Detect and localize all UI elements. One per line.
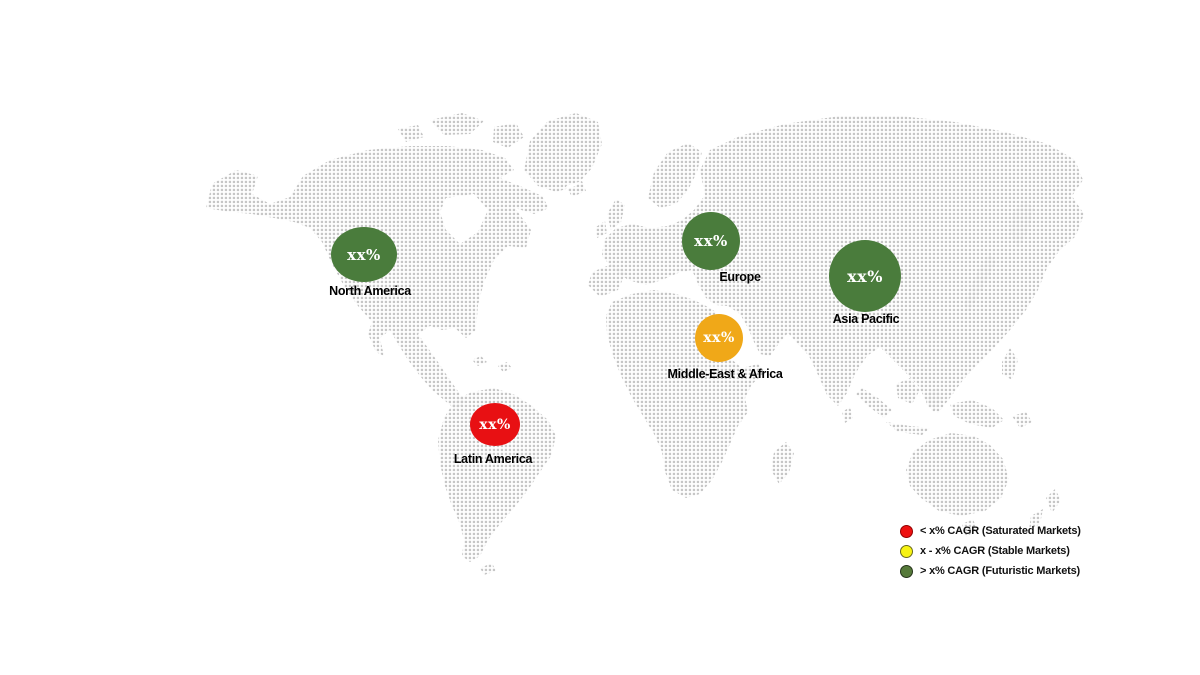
bubble-latin-america: xx% [470,403,520,446]
region-label-europe: Europe [719,270,761,284]
bubble-middle-east-africa: xx% [695,314,743,362]
legend-item-futuristic: > x% CAGR (Futuristic Markets) [900,564,1081,578]
stable-swatch-icon [900,544,913,558]
bubble-north-america: xx% [331,227,397,282]
cagr-legend: < x% CAGR (Saturated Markets) x - x% CAG… [900,524,1081,585]
legend-item-saturated: < x% CAGR (Saturated Markets) [900,524,1081,538]
bubble-value: xx% [479,416,511,433]
bubble-value: xx% [694,232,728,250]
bubble-value: xx% [703,330,735,346]
bubble-europe: xx% [682,212,740,270]
legend-item-stable: x - x% CAGR (Stable Markets) [900,544,1081,558]
continent-shapes [206,113,1084,575]
region-label-latin-america: Latin America [453,452,533,466]
legend-label: < x% CAGR (Saturated Markets) [920,525,1081,537]
bubble-value: xx% [347,245,381,264]
bubble-asia-pacific: xx% [829,240,901,312]
futuristic-swatch-icon [900,564,913,578]
legend-label: x - x% CAGR (Stable Markets) [920,545,1070,557]
legend-label: > x% CAGR (Futuristic Markets) [920,565,1080,577]
bubble-value: xx% [847,266,883,286]
region-label-middle-east-africa: Middle-East & Africa [667,367,783,381]
region-label-asia-pacific: Asia Pacific [832,312,900,326]
region-label-north-america: North America [329,284,411,298]
saturated-swatch-icon [900,524,913,538]
